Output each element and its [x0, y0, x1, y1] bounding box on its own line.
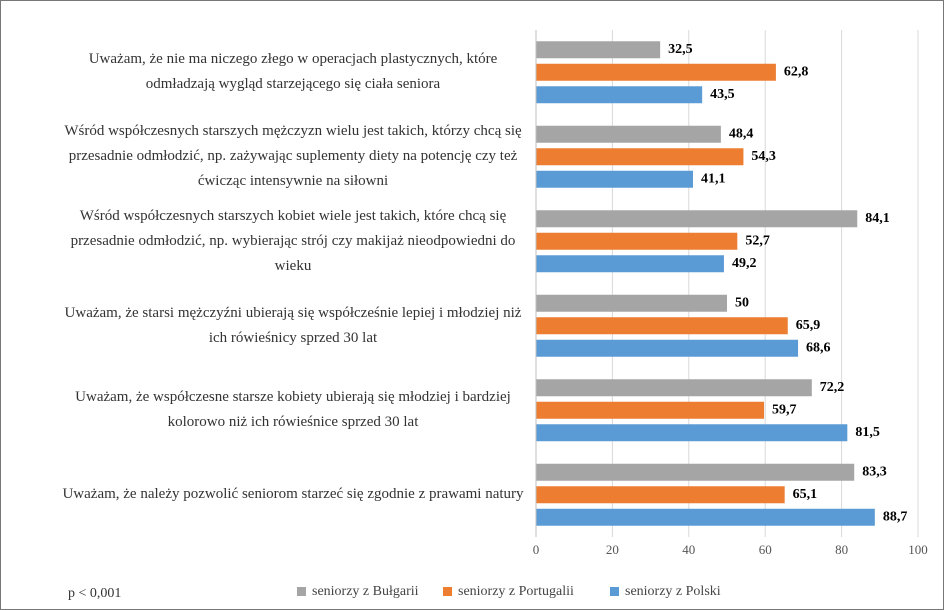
value-label: 48,4: [729, 126, 754, 141]
value-label: 68,6: [806, 340, 831, 355]
bar: [536, 170, 694, 188]
category-label: Uważam, że współczesne starsze kobiety u…: [75, 389, 511, 431]
category-label: Uważam, że starsi mężczyźni ubierają się…: [64, 304, 522, 346]
bar: [536, 125, 721, 143]
value-label: 81,5: [855, 425, 880, 440]
bar: [536, 379, 812, 397]
legend-label: seniorzy z Bułgarii: [312, 584, 419, 599]
value-label: 72,2: [820, 380, 845, 395]
category-label: Uważam, że należy pozwolić seniorom star…: [62, 486, 524, 503]
bar: [536, 294, 727, 312]
bar: [536, 41, 661, 59]
bar: [536, 401, 765, 419]
value-label: 52,7: [745, 233, 770, 248]
bar: [536, 86, 703, 104]
value-label: 49,2: [732, 256, 757, 271]
value-label: 54,3: [751, 149, 776, 164]
value-label: 59,7: [772, 402, 797, 417]
value-label: 65,9: [796, 318, 821, 333]
x-tick-label: 100: [908, 542, 928, 557]
value-label: 83,3: [862, 464, 887, 479]
value-label: 32,5: [668, 42, 693, 57]
bar: [536, 63, 776, 81]
bar: [536, 508, 875, 526]
x-tick-label: 60: [759, 542, 772, 557]
category-label: Wśród współczesnych starszych mężczyzn w…: [64, 123, 522, 190]
legend-label: seniorzy z Polski: [625, 584, 721, 599]
value-label: 84,1: [865, 211, 890, 226]
bar: [536, 210, 858, 228]
bar: [536, 148, 744, 166]
legend-label: seniorzy z Portugalii: [458, 584, 574, 599]
annotation: p < 0,001: [68, 586, 121, 601]
bar: [536, 317, 788, 335]
x-tick-label: 0: [533, 542, 540, 557]
legend-swatch: [443, 587, 452, 596]
legend-swatch: [297, 587, 306, 596]
value-label: 50: [735, 295, 749, 310]
category-label: Wśród współczesnych starszych kobiet wie…: [70, 207, 516, 274]
value-label: 41,1: [701, 171, 726, 186]
value-label: 62,8: [784, 64, 809, 79]
x-tick-label: 20: [606, 542, 619, 557]
bar: [536, 255, 724, 273]
value-label: 43,5: [710, 87, 735, 102]
value-label: 65,1: [793, 487, 818, 502]
legend-swatch: [610, 587, 619, 596]
x-tick-label: 40: [682, 542, 695, 557]
bar: [536, 424, 848, 442]
bar: [536, 232, 738, 250]
value-label: 88,7: [883, 509, 908, 524]
category-label: Uważam, że nie ma niczego złego w operac…: [88, 51, 498, 93]
bar: [536, 339, 799, 357]
bar: [536, 486, 785, 504]
bar: [536, 463, 855, 481]
x-tick-label: 80: [835, 542, 848, 557]
